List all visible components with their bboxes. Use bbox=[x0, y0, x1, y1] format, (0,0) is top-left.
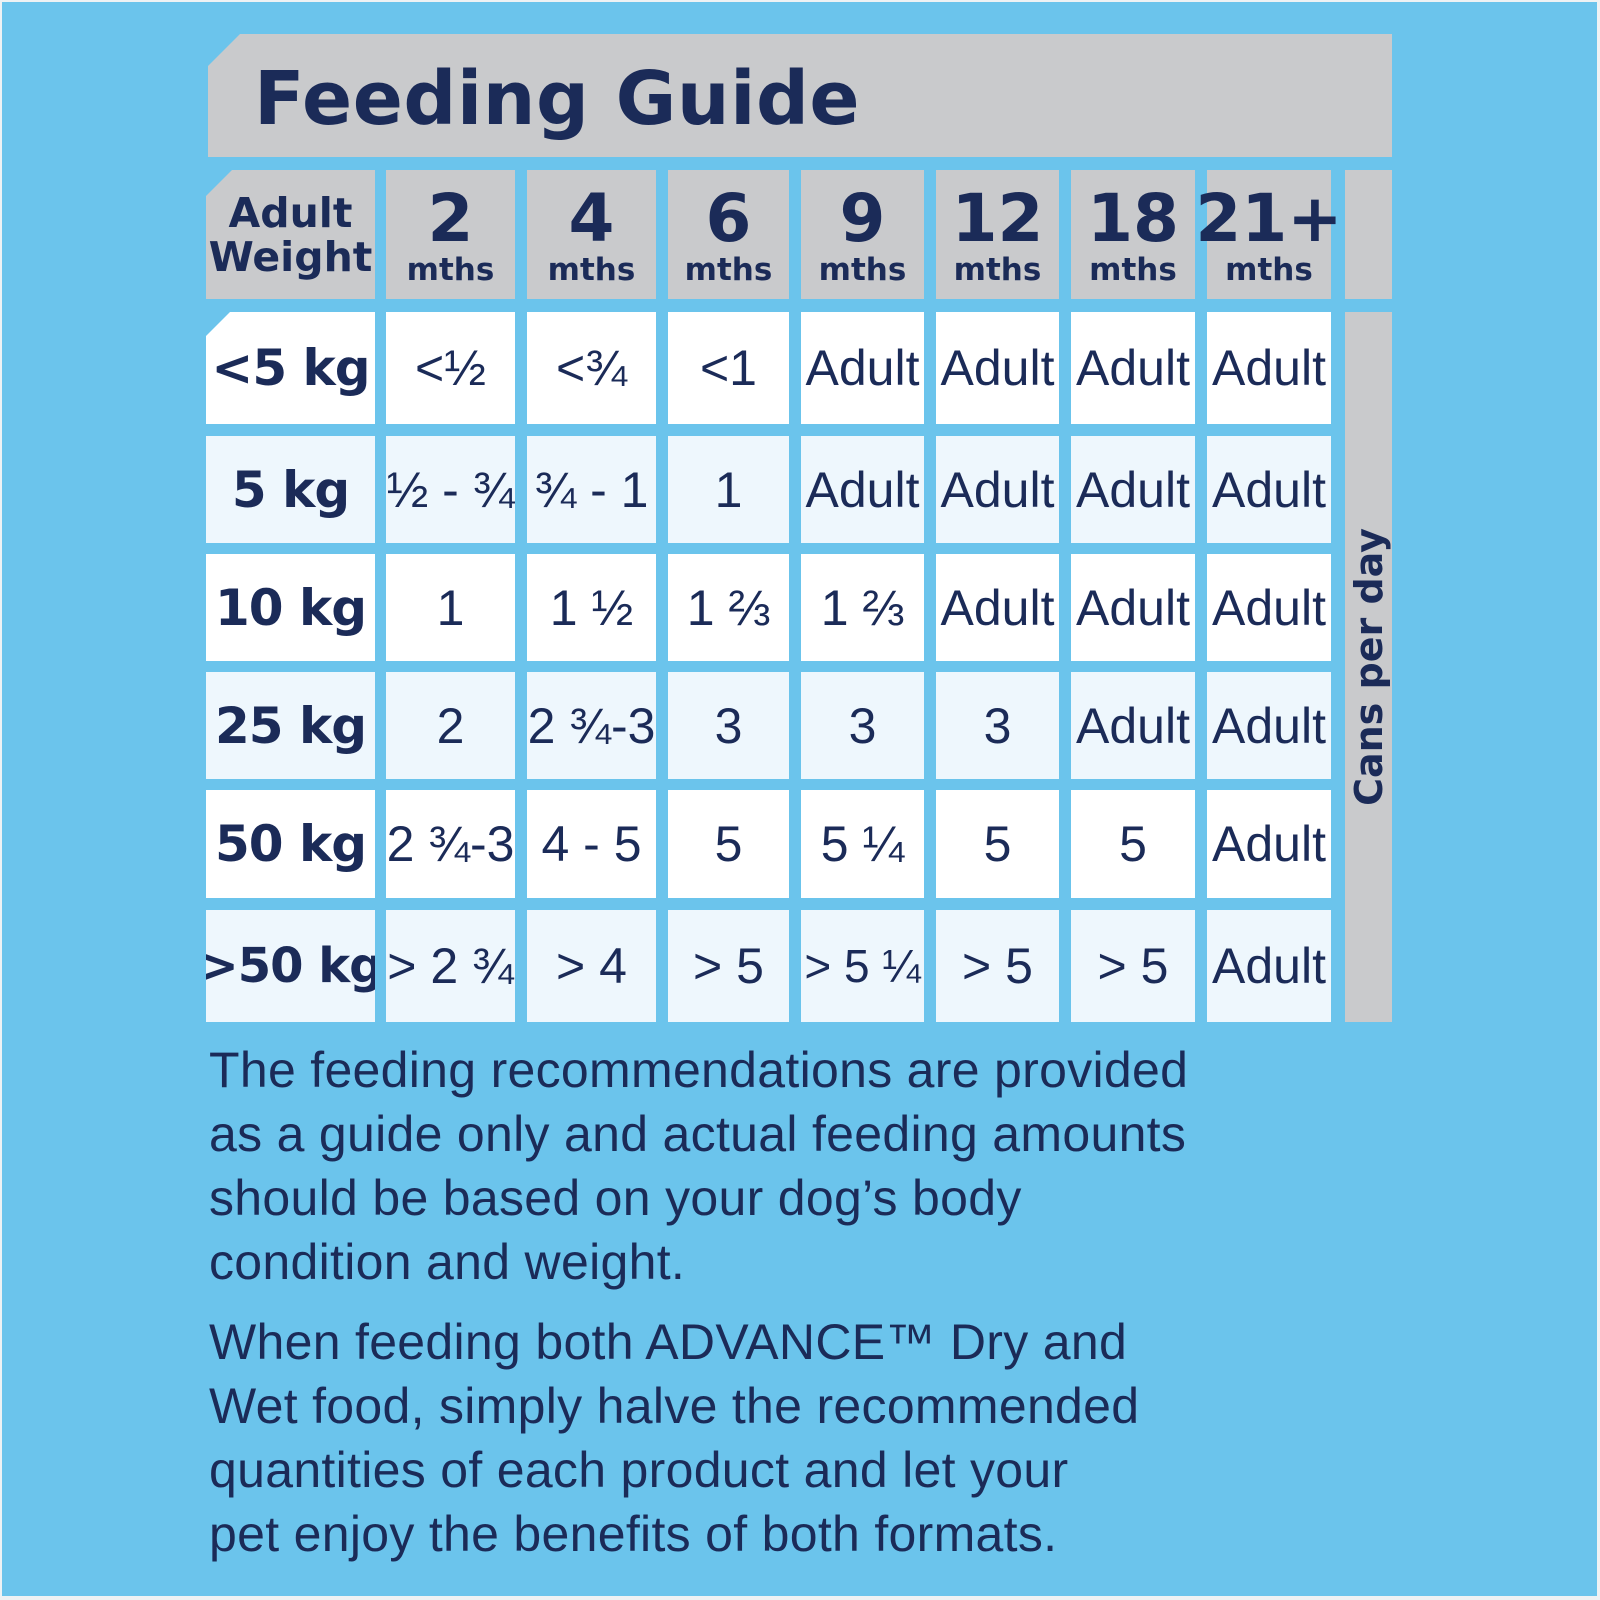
header-col-unit: mths bbox=[406, 251, 495, 288]
header-col-9-mths: 9 mths bbox=[801, 170, 924, 299]
table-cell: 2 ¾-3 bbox=[527, 672, 656, 779]
table-cell: Adult bbox=[801, 312, 924, 424]
header-col-unit: mths bbox=[547, 251, 636, 288]
side-label-bar bbox=[1345, 312, 1392, 1022]
note-line: pet enjoy the benefits of both formats. bbox=[209, 1506, 1058, 1562]
table-cell: Adult bbox=[1207, 910, 1331, 1022]
row-weight: 25 kg bbox=[206, 672, 375, 779]
note-line: as a guide only and actual feeding amoun… bbox=[209, 1106, 1187, 1162]
header-adult-weight-line2: Weight bbox=[208, 232, 373, 281]
table-cell: 3 bbox=[936, 672, 1059, 779]
header-col-2-mths: 2 mths bbox=[386, 170, 515, 299]
table-cell: > 5 bbox=[936, 910, 1059, 1022]
table-cell: 5 bbox=[1071, 790, 1195, 898]
table-cell: 2 bbox=[386, 672, 515, 779]
table-cell: 5 bbox=[936, 790, 1059, 898]
header-col-12-mths: 12 mths bbox=[936, 170, 1059, 299]
table-cell: 2 ¾-3 bbox=[386, 790, 515, 898]
header-col-num: 4 bbox=[568, 179, 615, 257]
header-col-18-mths: 18 mths bbox=[1071, 170, 1195, 299]
table-cell: Adult bbox=[1207, 554, 1331, 661]
table-cell: Adult bbox=[1071, 436, 1195, 543]
header-col-unit: mths bbox=[953, 251, 1042, 288]
table-cell: 1 ⅔ bbox=[801, 554, 924, 661]
table-cell: 5 ¼ bbox=[801, 790, 924, 898]
row-weight: >50 kg bbox=[206, 910, 375, 1022]
feeding-note-paragraph: The feeding recommendations are provided… bbox=[209, 1038, 1439, 1294]
table-cell: Adult bbox=[936, 312, 1059, 424]
header-side-spacer bbox=[1345, 170, 1392, 299]
note-line: should be based on your dog’s body bbox=[209, 1170, 1022, 1226]
table-cell: Adult bbox=[1207, 790, 1331, 898]
table-cell: <½ bbox=[386, 312, 515, 424]
table-cell: ½ - ¾ bbox=[386, 436, 515, 543]
header-col-num: 12 bbox=[951, 179, 1044, 257]
header-col-unit: mths bbox=[684, 251, 773, 288]
table-cell: 3 bbox=[801, 672, 924, 779]
table-cell: 1 ½ bbox=[527, 554, 656, 661]
header-col-num: 6 bbox=[705, 179, 752, 257]
table-cell: <1 bbox=[668, 312, 789, 424]
note-line: Wet food, simply halve the recommended bbox=[209, 1378, 1140, 1434]
table-cell: > 4 bbox=[527, 910, 656, 1022]
table-cell: Adult bbox=[801, 436, 924, 543]
table-cell: <¾ bbox=[527, 312, 656, 424]
side-label: Cans per day bbox=[1345, 312, 1392, 1022]
table-cell: > 2 ¾ bbox=[386, 910, 515, 1022]
table-cell: 3 bbox=[668, 672, 789, 779]
table-cell: 5 bbox=[668, 790, 789, 898]
note-line: The feeding recommendations are provided bbox=[209, 1042, 1189, 1098]
header-adult-weight: Adult Weight bbox=[206, 170, 375, 299]
table-cell: Adult bbox=[1071, 672, 1195, 779]
row-weight: 50 kg bbox=[206, 790, 375, 898]
header-col-6-mths: 6 mths bbox=[668, 170, 789, 299]
side-label-text: Cans per day bbox=[1346, 528, 1391, 806]
page-title: Feeding Guide bbox=[254, 56, 861, 142]
table-cell: Adult bbox=[1071, 554, 1195, 661]
note-line: quantities of each product and let your bbox=[209, 1442, 1069, 1498]
row-weight: 10 kg bbox=[206, 554, 375, 661]
table-cell: 4 - 5 bbox=[527, 790, 656, 898]
table-cell: Adult bbox=[1071, 312, 1195, 424]
header-col-num: 2 bbox=[427, 179, 474, 257]
table-cell: > 5 bbox=[668, 910, 789, 1022]
table-cell: Adult bbox=[936, 554, 1059, 661]
header-col-unit: mths bbox=[1225, 251, 1313, 288]
table-cell: Adult bbox=[936, 436, 1059, 543]
header-col-num: 21+ bbox=[1195, 179, 1343, 257]
title-bar: Feeding Guide bbox=[208, 34, 1392, 157]
table-cell: Adult bbox=[1207, 672, 1331, 779]
table-cell: > 5 ¼ bbox=[801, 910, 924, 1022]
note-line: condition and weight. bbox=[209, 1234, 686, 1290]
header-col-num: 18 bbox=[1087, 179, 1179, 257]
header-adult-weight-line1: Adult bbox=[228, 188, 353, 237]
row-weight: 5 kg bbox=[206, 436, 375, 543]
header-col-num: 9 bbox=[839, 179, 886, 257]
table-cell: 1 bbox=[668, 436, 789, 543]
table-cell: Adult bbox=[1207, 436, 1331, 543]
table-cell: 1 bbox=[386, 554, 515, 661]
header-col-unit: mths bbox=[818, 251, 907, 288]
row-weight: <5 kg bbox=[206, 312, 375, 424]
table-cell: > 5 bbox=[1071, 910, 1195, 1022]
table-cell: ¾ - 1 bbox=[527, 436, 656, 543]
note-line: When feeding both ADVANCE™ Dry and bbox=[209, 1314, 1128, 1370]
header-col-4-mths: 4 mths bbox=[527, 170, 656, 299]
mixed-feeding-paragraph: When feeding both ADVANCE™ Dry and Wet f… bbox=[209, 1310, 1439, 1566]
header-col-21plus-mths: 21+ mths bbox=[1195, 170, 1343, 299]
header-col-unit: mths bbox=[1089, 251, 1177, 288]
table-cell: Adult bbox=[1207, 312, 1331, 424]
table-cell: 1 ⅔ bbox=[668, 554, 789, 661]
